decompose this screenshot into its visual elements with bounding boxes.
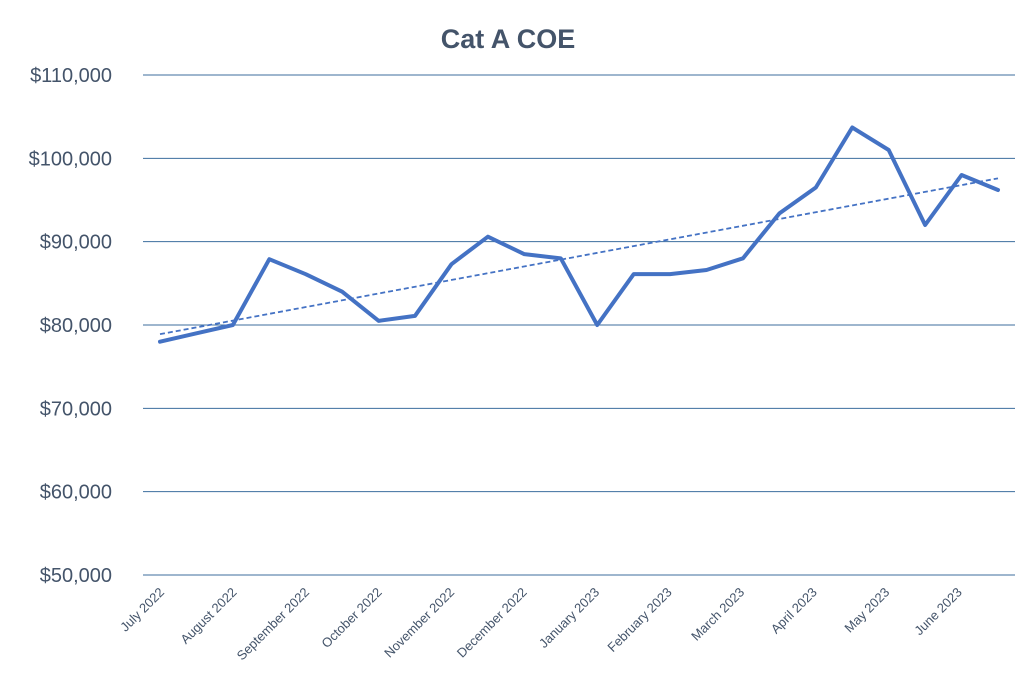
x-tick-label: April 2023 xyxy=(768,585,820,637)
x-tick-label: September 2022 xyxy=(234,585,313,664)
x-tick-label: August 2022 xyxy=(177,585,239,647)
data-point xyxy=(485,234,491,240)
data-point xyxy=(667,271,673,277)
trendline-layer xyxy=(159,177,999,336)
y-tick-label: $50,000 xyxy=(40,565,112,587)
y-tick-label: $70,000 xyxy=(40,398,112,420)
y-tick-label: $110,000 xyxy=(30,65,112,87)
data-point xyxy=(776,210,782,216)
data-point xyxy=(376,318,382,324)
data-point xyxy=(922,222,928,228)
x-tick-label: March 2023 xyxy=(688,585,747,644)
data-point xyxy=(230,322,236,328)
chart-title: Cat A COE xyxy=(441,24,576,54)
x-tick-label: October 2022 xyxy=(318,585,384,651)
data-point xyxy=(412,313,418,319)
data-point xyxy=(995,187,1001,193)
x-tick-label: January 2023 xyxy=(536,585,602,651)
y-tick-label: $100,000 xyxy=(29,148,112,170)
x-tick-label: December 2022 xyxy=(454,585,530,661)
data-point xyxy=(157,339,163,345)
x-tick-label: February 2023 xyxy=(604,585,674,655)
x-tick-label: May 2023 xyxy=(841,585,892,636)
data-point xyxy=(631,271,637,277)
data-point xyxy=(193,330,199,336)
data-point xyxy=(959,172,965,178)
data-point xyxy=(886,147,892,153)
trendline xyxy=(159,177,999,336)
data-point xyxy=(849,125,855,131)
series-layer xyxy=(157,125,1001,345)
y-axis-ticks: $50,000 $60,000 $70,000 $80,000 $90,000 $100,… xyxy=(29,65,112,587)
data-point xyxy=(303,271,309,277)
data-point xyxy=(266,256,272,262)
x-tick-label: June 2023 xyxy=(911,585,965,639)
data-point xyxy=(339,289,345,295)
data-point xyxy=(704,267,710,273)
data-point xyxy=(521,251,527,257)
y-tick-label: $60,000 xyxy=(40,482,112,504)
data-point xyxy=(594,322,600,328)
gridlines xyxy=(143,74,1015,576)
data-point xyxy=(448,261,454,267)
x-tick-label: July 2022 xyxy=(117,585,167,635)
x-tick-label: November 2022 xyxy=(381,585,457,661)
data-point xyxy=(813,185,819,191)
data-point xyxy=(558,255,564,261)
y-tick-label: $90,000 xyxy=(40,232,112,254)
y-tick-label: $80,000 xyxy=(40,315,112,337)
data-point xyxy=(740,255,746,261)
series-line xyxy=(158,125,1000,344)
